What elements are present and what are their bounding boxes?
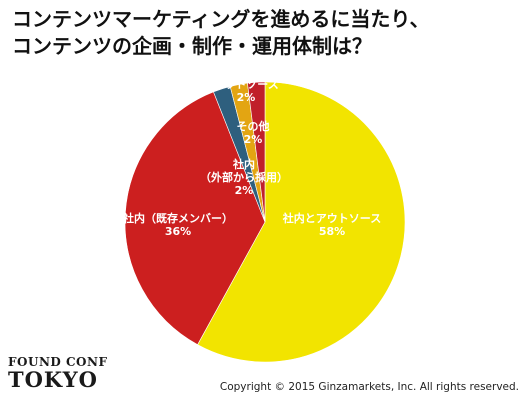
pie-slice-0 [197, 81, 406, 363]
chart-title-line-1: コンテンツマーケティングを進めるに当たり、 [12, 7, 430, 31]
found-conf-tokyo-logo: FOUND CONF TOKYO [8, 356, 107, 390]
chart-title-line-2: コンテンツの企画・制作・運用体制は？ [12, 34, 372, 58]
logo-line-1: FOUND CONF [8, 355, 108, 369]
logo-line-2: TOKYO [8, 367, 98, 392]
pie-slice-value-4: 2% [237, 91, 256, 104]
pie-slices [124, 81, 406, 363]
pie-slice-label-4: アウトソース [213, 78, 278, 91]
pie-slice-1 [124, 91, 266, 346]
pie-labels: 社内とアウトソース58%社内（既存メンバー）36%社内（外部から採用）2%その他… [122, 78, 381, 238]
copyright-text: Copyright © 2015 Ginzamarkets, Inc. All … [219, 381, 519, 393]
pie-slice-4 [247, 81, 266, 223]
pie-slice-value-0: 58% [319, 225, 345, 238]
pie-slice-label-0: 社内とアウトソース [282, 211, 381, 225]
pie-slice-label-2-line-1: （外部から採用） [200, 170, 288, 184]
pie-slice-label-1: 社内（既存メンバー） [122, 211, 233, 225]
pie-slice-label-2-line-0: 社内 [232, 157, 255, 171]
pie-slice-label-3: その他 [237, 119, 270, 133]
pie-slice-value-3: 2% [244, 133, 263, 146]
pie-slice-value-2: 2% [235, 184, 254, 197]
pie-slice-value-1: 36% [165, 225, 191, 238]
chart-title: コンテンツマーケティングを進めるに当たり、 コンテンツの企画・制作・運用体制は？ [12, 6, 522, 60]
